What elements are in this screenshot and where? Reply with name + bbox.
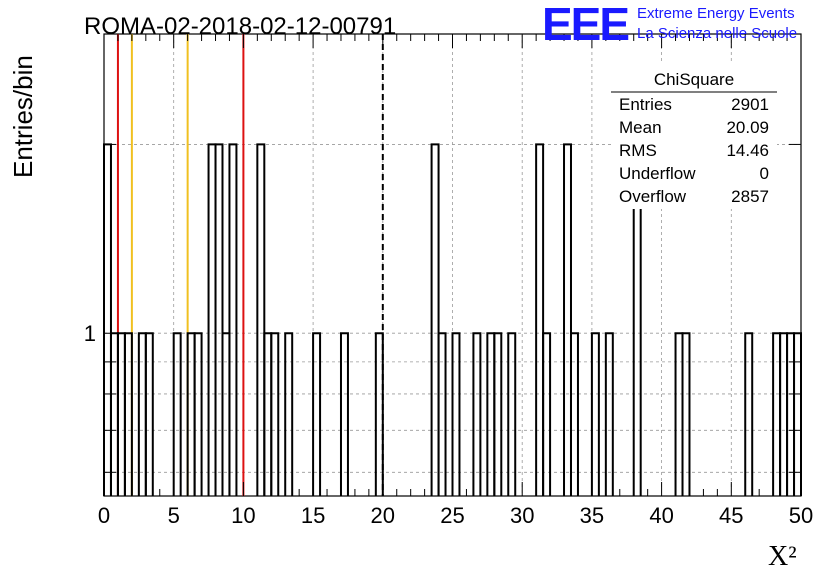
histogram-bar [186,332,196,496]
y-axis-title: Entries/bin [8,55,38,178]
histogram-bar [604,332,614,496]
histogram-bar [284,332,294,496]
histogram-bar [123,332,133,496]
stats-row-value: 2857 [731,187,769,206]
eee-logo: EEE Extreme Energy Events La Scienza nel… [542,0,797,50]
histogram-bar [563,143,572,496]
histogram-bar [144,332,154,496]
logo-line-1: Extreme Energy Events [637,5,795,22]
histogram-bar [772,332,782,496]
histogram-bar [256,143,266,496]
histogram-bar [207,143,217,496]
histogram-bar [472,332,482,496]
histogram-bar [116,332,126,496]
histogram-bar [451,332,461,496]
histogram-bar [590,332,600,496]
histogram-bar [214,143,224,496]
logo-letters: EEE [542,0,628,50]
stats-row-label: Entries [619,95,672,114]
histogram-bar [779,332,789,496]
histogram-bar [312,332,322,496]
histogram-bar [270,332,280,496]
stats-row-label: Mean [619,118,662,137]
reference-lines [116,34,384,496]
histogram-bar [263,332,273,496]
stats-rows: Entries 2901 Mean 20.09 RMS 14.46 Underflow 0 Ov… [619,95,769,206]
histogram-bars [103,143,802,496]
x-tick-label: 35 [580,503,604,528]
histogram-bar [137,332,147,496]
histogram-bar [103,143,112,496]
x-tick-label: 15 [301,503,325,528]
histogram-bar [507,332,517,496]
x-axis-title: X² [768,541,797,572]
histogram-bar [228,143,238,496]
tick-labels: 0 5 10 15 20 25 30 35 40 45 50 1 [84,321,813,528]
histogram-bar [493,332,503,496]
x-tick-label: 0 [98,503,110,528]
histogram-bar [542,332,552,496]
stats-row-label: Overflow [619,187,687,206]
histogram-bar [430,143,440,496]
x-tick-label: 45 [719,503,743,528]
histogram-bar [535,143,545,496]
stats-row-label: Underflow [619,164,696,183]
histogram-bar [193,332,203,496]
x-tick-label: 5 [168,503,180,528]
histogram-bar [339,332,349,496]
histogram-bar [681,332,691,496]
stats-box: ChiSquare Entries 2901 Mean 20.09 RMS 14.46 Un… [611,64,777,209]
stats-row-label: RMS [619,141,657,160]
histogram-bar [437,332,447,496]
histogram-bar [744,332,754,496]
x-tick-label: 40 [649,503,673,528]
x-tick-label: 25 [440,503,464,528]
histogram-bar [569,332,579,496]
stats-title: ChiSquare [654,70,734,89]
stats-row-value: 2901 [731,95,769,114]
histogram-bar [221,332,231,496]
histogram-bar [786,332,796,496]
stats-row-value: 14.46 [726,141,769,160]
stats-box-background [611,64,777,209]
x-tick-label: 10 [231,503,255,528]
y-tick-label: 1 [84,321,96,346]
histogram-bar [793,332,802,496]
x-tick-label: 50 [789,503,813,528]
chart-title: ROMA-02-2018-02-12-00791 [84,13,396,40]
x-tick-label: 20 [371,503,395,528]
x-tick-label: 30 [510,503,534,528]
axis-ticks [103,34,802,496]
histogram-bar [172,332,182,496]
histogram-bar [109,332,119,496]
logo-line-2: La Scienza nelle Scuole [637,25,797,42]
histogram-bar [374,332,384,496]
histogram-bar [486,332,496,496]
stats-row-value: 0 [760,164,769,183]
histogram-bar [674,332,684,496]
stats-row-value: 20.09 [726,118,769,137]
